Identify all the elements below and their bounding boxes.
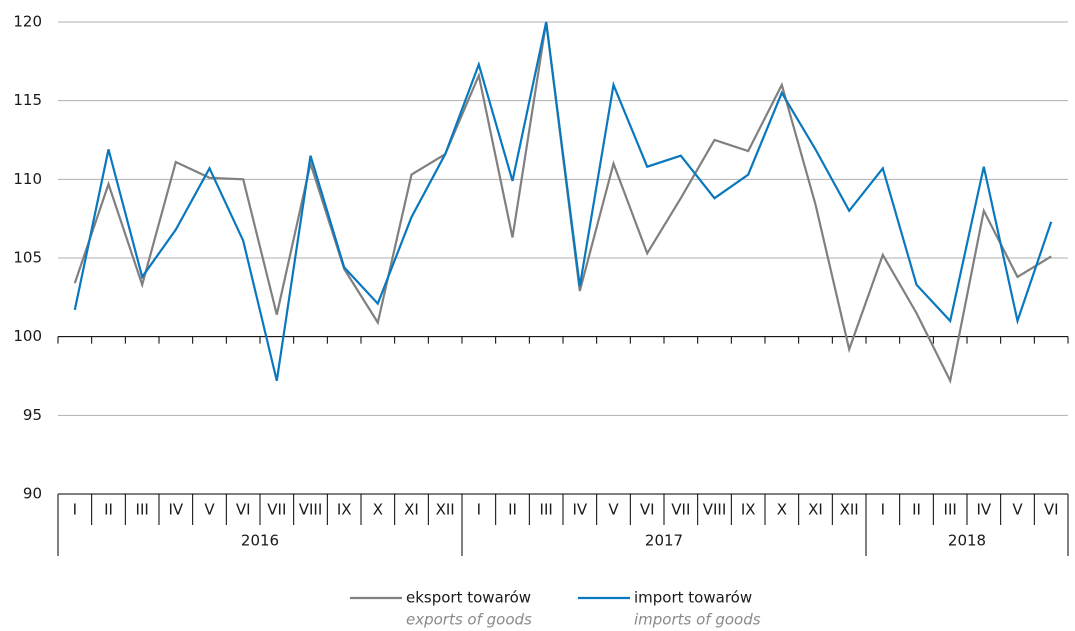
x-tick-label: VIII [703, 501, 727, 519]
y-tick-label: 110 [13, 170, 42, 188]
series-line [73, 21, 1052, 385]
x-tick-label: I [73, 501, 77, 519]
x-tick-label: VII [671, 501, 690, 519]
x-tick-label: VII [267, 501, 286, 519]
x-tick-label: IV [976, 501, 991, 519]
y-tick-label: 90 [23, 485, 42, 503]
x-tick-label: III [136, 501, 149, 519]
x-tick-label: V [608, 501, 619, 519]
x-tick-label: II [104, 501, 113, 519]
year-label: 2018 [948, 532, 986, 550]
legend-label: import towarów [634, 589, 752, 607]
year-label: 2016 [241, 532, 279, 550]
y-tick-label: 100 [13, 327, 42, 345]
x-tick-label: VI [236, 501, 251, 519]
legend-sublabel: exports of goods [406, 611, 532, 629]
x-tick-label: XII [840, 501, 859, 519]
x-tick-label: I [881, 501, 885, 519]
y-tick-label: 115 [13, 91, 42, 109]
x-tick-label: IV [168, 501, 183, 519]
x-tick-label: VI [1044, 501, 1059, 519]
y-tick-label: 95 [23, 406, 42, 424]
x-tick-label: IX [337, 501, 352, 519]
x-tick-label: V [204, 501, 215, 519]
series-line [73, 21, 1053, 381]
x-tick-label: V [1012, 501, 1023, 519]
y-tick-label: 105 [13, 249, 42, 267]
legend-sublabel: imports of goods [634, 611, 761, 629]
x-tick-label: II [912, 501, 921, 519]
x-tick-label: III [540, 501, 553, 519]
x-tick-label: II [508, 501, 517, 519]
x-tick-label: I [477, 501, 481, 519]
x-tick-label: IX [741, 501, 756, 519]
year-label: 2017 [645, 532, 683, 550]
x-tick-label: XI [808, 501, 823, 519]
legend-label: eksport towarów [406, 589, 531, 607]
x-tick-label: VIII [299, 501, 323, 519]
x-tick-label: X [777, 501, 787, 519]
y-tick-label: 120 [13, 13, 42, 31]
x-tick-label: IV [572, 501, 587, 519]
x-tick-label: X [373, 501, 383, 519]
x-tick-label: XII [436, 501, 455, 519]
x-tick-label: VI [640, 501, 655, 519]
x-tick-label: XI [404, 501, 419, 519]
x-tick-label: III [944, 501, 957, 519]
